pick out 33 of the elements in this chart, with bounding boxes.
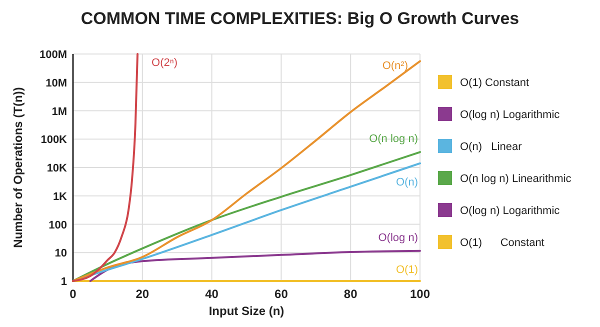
line-series [72, 60, 421, 282]
series-label: O(n) [396, 176, 418, 188]
series-label: O(n²) [382, 60, 408, 72]
legend-label: O(log n) Logarithmic [460, 205, 560, 217]
y-tick-label: 100 [48, 219, 67, 232]
x-tick-label: 20 [136, 287, 150, 301]
x-axis-title: Input Size (n) [208, 304, 284, 318]
legend-label: O(n log n) Linearithmic [460, 173, 572, 185]
series-label: O(1) [396, 264, 418, 276]
x-tick-label: 80 [344, 287, 358, 301]
y-axis-title: Number of Operations (T(n)) [11, 87, 25, 248]
legend-label: O(1) Constant [460, 77, 530, 89]
series-label: O(log n) [378, 232, 418, 244]
legend-label: O(1) Constant [460, 237, 544, 249]
y-tick-label: 1 [60, 276, 67, 288]
x-tick-label: 40 [205, 287, 219, 301]
y-tick-label: 100M [39, 49, 67, 61]
y-tick-label: 10K [46, 162, 68, 174]
x-tick-label: 100 [410, 287, 430, 301]
chart-title: COMMON TIME COMPLEXITIES: Big O Growth Curves [80, 9, 520, 28]
x-tick-label: 60 [274, 287, 288, 301]
y-tick-label: 1K [52, 190, 68, 203]
legend-label: O(log n) Logarithmic [460, 109, 560, 121]
y-tick-label: 10 [54, 248, 67, 260]
x-tick-label: 0 [70, 287, 77, 301]
series-label: O(n log n) [369, 133, 418, 146]
y-tick-label: 1M [52, 106, 67, 118]
legend-label: O(n) Linear [460, 141, 522, 153]
y-tick-label: 10M [46, 77, 67, 90]
y-tick-label: 100K [40, 134, 68, 146]
line-series [72, 53, 139, 282]
series-label: O(2ⁿ) [152, 57, 178, 69]
line-series [89, 250, 421, 282]
